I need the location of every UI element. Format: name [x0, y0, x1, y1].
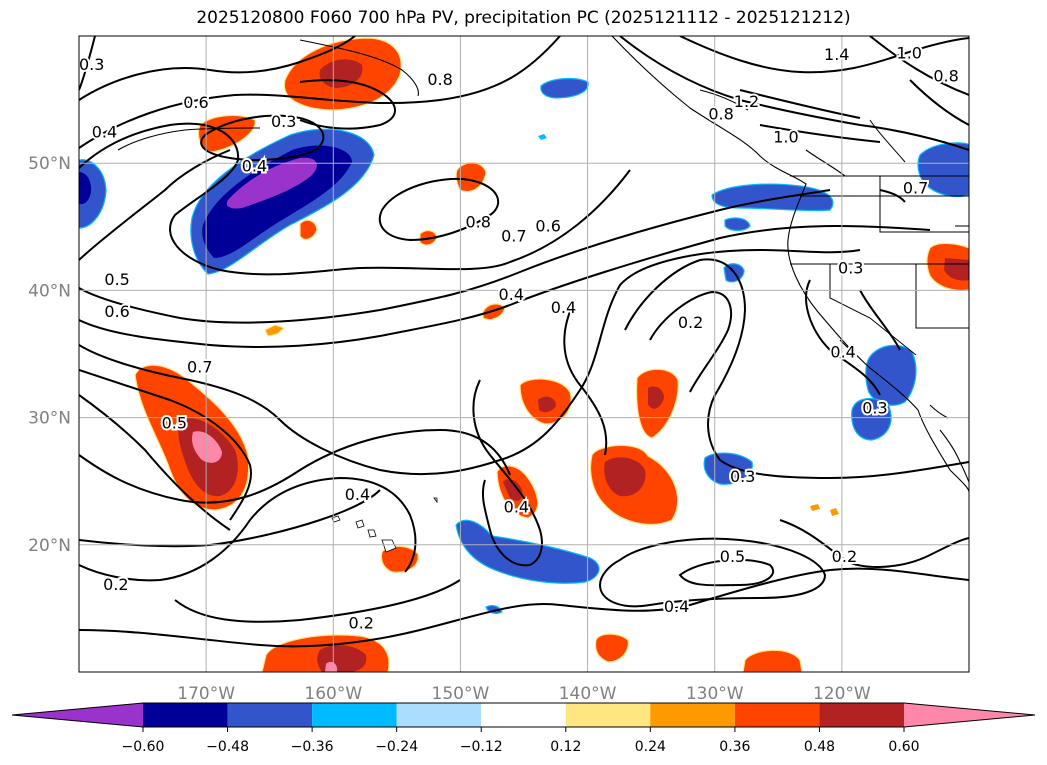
negative-precip-area-nw	[190, 128, 375, 275]
colorbar-tick-label-6: 0.24	[635, 739, 666, 755]
colorbar-tick-label-2: −0.36	[291, 739, 334, 755]
negative-precip-area-socal	[865, 344, 917, 406]
map-frame	[78, 35, 970, 673]
colorbar-bin-6	[650, 703, 735, 727]
positive-precip-area-hawaii-northwest	[134, 364, 250, 511]
contour-label-9: 0.5	[104, 270, 129, 289]
contour-label-24: 0.2	[103, 575, 128, 594]
colorbar-tick-label-4: −0.12	[460, 739, 503, 755]
map-plot-area: 0.3 0.6 0.8 0.3 0.4 0.4 0.8 0.7 0.6 0.5 0.6 0.4 0.4 0…	[79, 36, 969, 672]
contour-label-29: 0.8	[933, 66, 958, 85]
contour-label-17: 0.4	[830, 342, 855, 361]
lat-tick-label-0: 20°N	[28, 536, 71, 556]
colorbar-extend-high	[904, 703, 1035, 727]
colorbar-tick-label-8: 0.48	[804, 739, 835, 755]
contour-label-26: 0.2	[349, 613, 374, 632]
contour-label-21: 0.4	[504, 498, 529, 517]
contour-label-23: 0.2	[832, 547, 857, 566]
contour-label-25: 0.4	[664, 597, 689, 616]
contour-label-33: 0.7	[903, 178, 928, 197]
colorbar-bin-2	[312, 703, 397, 727]
lon-tick-label-5: 120°W	[813, 684, 871, 704]
pv-contours	[79, 36, 969, 648]
colorbar-bin-1	[227, 703, 313, 727]
colorbar-bins	[11, 702, 1036, 728]
lat-tick-label-2: 40°N	[28, 281, 71, 301]
contour-label-19: 0.3	[730, 467, 755, 486]
colorbar-tick-label-3: −0.24	[375, 739, 418, 755]
contour-label-8: 0.6	[535, 217, 560, 236]
contour-label-7: 0.7	[501, 227, 526, 246]
contour-labels: 0.3 0.6 0.8 0.3 0.4 0.4 0.8 0.7 0.6 0.5 0.6 0.4 0.4 0…	[79, 42, 961, 635]
colorbar-bin-0	[143, 703, 228, 727]
contour-label-27: 1.0	[897, 44, 922, 63]
colorbar-tick-label-5: 0.12	[550, 739, 581, 755]
map-title: 2025120800 F060 700 hPa PV, precipitatio…	[196, 8, 851, 28]
lon-tick-label-0: 170°W	[177, 684, 235, 704]
contour-label-13: 0.7	[187, 358, 212, 377]
contour-label-30: 1.2	[734, 92, 759, 111]
gridlines	[79, 36, 969, 672]
contour-label-0: 0.3	[79, 55, 104, 74]
colorbar-tick-label-9: 0.60	[888, 739, 919, 755]
contour-label-5: 0.4	[242, 157, 267, 176]
contour-label-16: 0.3	[838, 259, 863, 278]
contour-label-11: 0.4	[499, 285, 524, 304]
longitude-tick-labels: 170°W 160°W 150°W 140°W 130°W 120°W	[177, 684, 871, 704]
colorbar-tick-label-0: −0.60	[122, 739, 165, 755]
lat-tick-label-3: 50°N	[28, 154, 71, 174]
contour-label-28: 1.4	[824, 45, 849, 64]
colorbar-tick-label-1: −0.48	[206, 739, 249, 755]
contour-label-12: 0.4	[551, 298, 576, 317]
colorbar-tick-label-7: 0.36	[719, 739, 750, 755]
colorbar-bin-7	[734, 703, 820, 727]
precip-shading	[79, 37, 969, 672]
lon-tick-label-3: 140°W	[559, 684, 617, 704]
colorbar-bin-3	[396, 703, 482, 727]
hawaiian-islands	[331, 497, 438, 553]
contour-label-31: 0.8	[708, 105, 733, 124]
coastlines	[117, 36, 969, 493]
lon-tick-label-2: 150°W	[432, 684, 490, 704]
negative-precip-area-northeast	[917, 142, 969, 198]
contour-label-2: 0.8	[427, 70, 452, 89]
map-axes: 0.3 0.6 0.8 0.3 0.4 0.4 0.8 0.7 0.6 0.5 0.6 0.4 0.4 0…	[78, 35, 970, 673]
lon-tick-label-4: 130°W	[686, 684, 744, 704]
colorbar: −0.60 −0.48 −0.36 −0.24 −0.12 0.12 0.24 0.36 0.4…	[11, 702, 1036, 755]
colorbar-tick-labels: −0.60 −0.48 −0.36 −0.24 −0.12 0.12 0.24 0.36 0.4…	[122, 727, 920, 755]
contour-label-18: 0.3	[862, 398, 887, 417]
lat-tick-label-1: 30°N	[28, 409, 71, 429]
negative-precip-area-north	[540, 77, 589, 99]
contour-label-1: 0.6	[183, 93, 208, 112]
contour-label-3: 0.3	[271, 112, 296, 131]
contour-label-14: 0.5	[162, 414, 187, 433]
contour-label-4: 0.4	[92, 122, 117, 141]
contour-label-32: 1.0	[773, 127, 798, 146]
contour-label-20: 0.4	[345, 485, 370, 504]
contour-label-10: 0.6	[104, 302, 129, 321]
latitude-tick-labels: 20°N 30°N 40°N 50°N	[28, 154, 71, 556]
contour-label-6: 0.8	[466, 213, 491, 232]
colorbar-bin-4	[481, 703, 566, 727]
colorbar-bin-8	[819, 703, 904, 727]
contour-label-22: 0.5	[720, 547, 745, 566]
colorbar-bin-5	[565, 703, 651, 727]
contour-label-15: 0.2	[678, 313, 703, 332]
lon-tick-label-1: 160°W	[304, 684, 362, 704]
negative-precip-area-east-pacific	[703, 452, 753, 485]
colorbar-extend-low	[12, 703, 143, 727]
